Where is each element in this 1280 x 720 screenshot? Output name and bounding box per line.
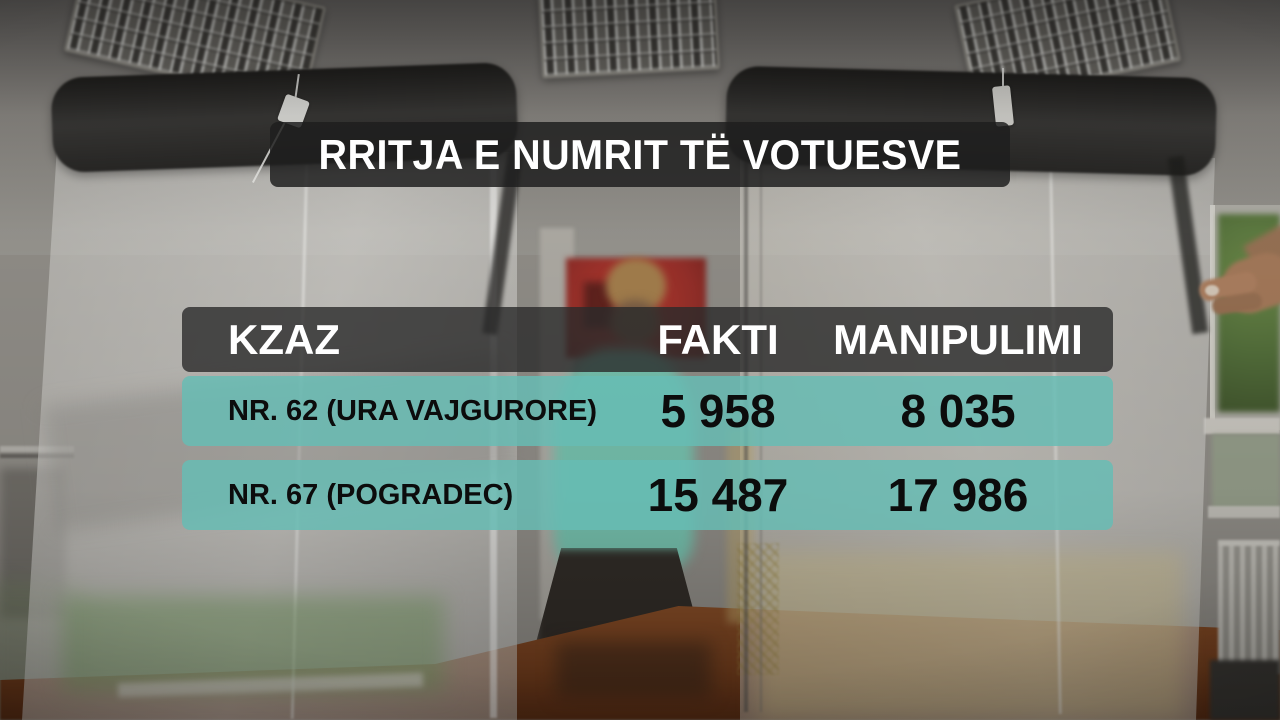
cell-manipulimi: 17 986	[887, 469, 1029, 521]
cell-kzaz: NR. 67 (POGRADEC)	[228, 478, 514, 511]
column-header-fakti: FAKTI	[657, 315, 779, 363]
seal-string-right	[1002, 68, 1004, 88]
table-shadow	[556, 642, 711, 697]
window-sill	[1204, 418, 1280, 434]
table-row: NR. 62 (URA VAJGURORE) 5 958 8 035	[182, 376, 1113, 446]
table-row: NR. 67 (POGRADEC) 15 487 17 986	[182, 460, 1113, 530]
wall-trim-shadow	[0, 454, 74, 458]
window-frame-bottom	[1208, 506, 1280, 518]
wall-trim	[0, 446, 74, 452]
cell-manipulimi: 8 035	[900, 385, 1016, 437]
results-table: KZAZ FAKTI MANIPULIMI NR. 62 (URA VAJGUR…	[182, 307, 1113, 544]
title-banner: RRITJA E NUMRIT TË VOTUESVE	[270, 122, 1010, 187]
ballots-inside-right	[758, 552, 1183, 720]
cell-fakti: 5 958	[660, 385, 776, 437]
column-header-manipulimi: MANIPULIMI	[833, 315, 1083, 363]
cell-fakti: 15 487	[647, 469, 789, 521]
cell-kzaz: NR. 62 (URA VAJGURORE)	[228, 394, 597, 427]
column-header-kzaz: KZAZ	[228, 315, 340, 363]
radiator	[1218, 540, 1280, 674]
fingernail	[1205, 285, 1219, 296]
window-lower-glass	[1212, 434, 1280, 512]
ceiling-light-center	[537, 0, 721, 79]
page-title: RRITJA E NUMRIT TË VOTUESVE	[318, 130, 962, 178]
floor-right	[1210, 660, 1280, 720]
table-header-row: KZAZ FAKTI MANIPULIMI	[182, 307, 1113, 372]
